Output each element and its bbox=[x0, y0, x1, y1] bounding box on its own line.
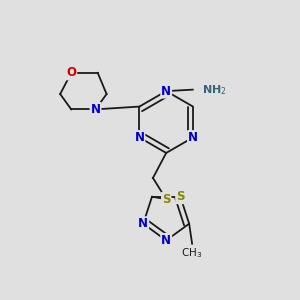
Text: N: N bbox=[134, 131, 144, 144]
Text: CH$_3$: CH$_3$ bbox=[182, 246, 203, 260]
Text: S: S bbox=[176, 190, 184, 203]
Text: N: N bbox=[138, 217, 148, 230]
Text: NH$_2$: NH$_2$ bbox=[202, 83, 226, 97]
Text: N: N bbox=[161, 234, 171, 247]
Text: N: N bbox=[161, 85, 171, 98]
Text: O: O bbox=[66, 66, 76, 80]
Text: S: S bbox=[162, 193, 170, 206]
Text: N: N bbox=[91, 103, 100, 116]
Text: N: N bbox=[188, 131, 198, 144]
